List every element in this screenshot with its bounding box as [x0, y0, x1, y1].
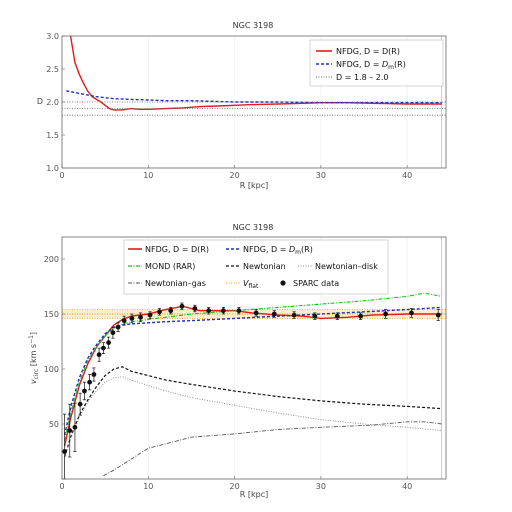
bottom-x-tick-label-0: 0: [59, 482, 64, 491]
sparc-point-19: [192, 306, 198, 311]
sparc-point-16: [157, 309, 162, 315]
bottom-legend-label-newtonian: Newtonian: [243, 262, 286, 271]
top-y-tick-label-2-0: 2.0: [46, 98, 59, 107]
bottom-legend-label-vflat: Vflat: [243, 279, 259, 290]
top-legend: NFDG, D = D(R) NFDG, D = Dm(R) D = 1.8 –…: [309, 39, 444, 87]
bottom-y-ticks: 50 100 150 200: [44, 255, 65, 429]
top-series-nfdg-d-d-m-r: [66, 90, 442, 104]
sparc-point-3: [77, 401, 83, 407]
bottom-legend-swatch-sparc: [280, 280, 286, 286]
top-y-tick-label-1-0: 1.0: [46, 164, 59, 173]
bottom-series-newtonian-disk: [64, 376, 442, 458]
bottom-series-group: [63, 292, 442, 477]
sparc-point-28: [358, 313, 363, 319]
sparc-point-25: [291, 312, 297, 318]
sparc-point-22: [236, 308, 242, 314]
bottom-series-newtonian-gas: [103, 421, 442, 477]
sparc-point-9: [106, 340, 111, 345]
top-x-ticks: 0 10 20 30 40: [59, 165, 412, 180]
top-x-tick-label-0: 0: [59, 171, 64, 180]
sparc-point-1: [67, 428, 73, 433]
bottom-series-mond-rar: [64, 292, 442, 441]
bottom-x-axis-label: R [kpc]: [240, 490, 268, 499]
bottom-series-newtonian: [64, 366, 442, 458]
vflat-band-group: [62, 309, 446, 319]
sparc-point-0: [62, 449, 67, 454]
sparc-point-2: [72, 424, 78, 430]
bottom-chart-title: NGC 3198: [233, 223, 274, 232]
bottom-x-tick-label-20: 20: [229, 482, 239, 491]
bottom-y-tick-label-200: 200: [44, 255, 59, 264]
sparc-point-7: [96, 352, 102, 358]
bottom-legend-label-sparc: SPARC data: [293, 279, 339, 288]
sparc-point-12: [121, 318, 127, 323]
sparc-point-17: [168, 308, 174, 314]
sparc-point-21: [220, 308, 226, 314]
bottom-legend-label-newtonian-gas: Newtonian–gas: [145, 279, 206, 288]
sparc-point-18: [179, 303, 185, 309]
bottom-series-nfdg-d-d-r: [63, 305, 442, 447]
bottom-plot-frame: [61, 236, 447, 480]
top-y-tick-label-2-5: 2.5: [46, 65, 59, 74]
sparc-point-6: [91, 372, 97, 377]
bottom-legend-box: [123, 239, 389, 295]
bottom-series-nfdg-d-d-m-r: [63, 306, 442, 436]
sparc-point-26: [312, 313, 318, 319]
sparc-point-30: [409, 310, 414, 316]
top-x-tick-label-40: 40: [402, 171, 412, 180]
sparc-point-13: [129, 316, 135, 321]
sparc-data-points: [62, 302, 441, 480]
bottom-x-tick-label-10: 10: [143, 482, 153, 491]
top-x-tick-label-20: 20: [229, 171, 239, 180]
sparc-point-27: [334, 313, 340, 319]
top-legend-box: [309, 39, 444, 87]
top-x-tick-label-10: 10: [143, 171, 153, 180]
panel-rotation-curve: NGC 3198 0 10 20 30 40 50 100 150 200 R [kpc] v…: [28, 223, 447, 499]
top-legend-label-d-of-r: NFDG, D = D(R): [336, 47, 400, 56]
sparc-point-29: [383, 311, 388, 317]
bottom-y-tick-label-100: 100: [44, 365, 59, 374]
sparc-point-15: [147, 312, 153, 318]
top-legend-label-dm-of-r: NFDG, D = Dm(R): [336, 60, 406, 71]
bottom-legend-label-mond: MOND (RAR): [145, 262, 195, 271]
top-y-tick-label-1-5: 1.5: [46, 131, 59, 140]
bottom-x-tick-label-40: 40: [402, 482, 412, 491]
top-x-tick-label-30: 30: [316, 171, 326, 180]
sparc-point-10: [110, 330, 116, 336]
sparc-point-20: [206, 308, 212, 314]
sparc-point-11: [115, 324, 121, 330]
sparc-point-5: [87, 379, 93, 385]
top-x-axis-label: R [kpc]: [240, 181, 268, 190]
bottom-legend-label-d-of-r: NFDG, D = D(R): [145, 245, 209, 254]
sparc-point-23: [253, 310, 259, 316]
bottom-x-tick-label-30: 30: [316, 482, 326, 491]
bottom-x-ticks: 0 10 20 30 40: [59, 476, 412, 491]
top-legend-label-d-range: D = 1.8 – 2.0: [336, 73, 388, 82]
top-y-tick-label-3-0: 3.0: [46, 32, 59, 41]
sparc-point-24: [271, 311, 277, 317]
vflat-uncertainty-band: [62, 309, 446, 319]
top-chart-title: NGC 3198: [233, 21, 274, 30]
panel-d-of-r: NGC 3198 0 10 20 30 40 1.0 1.5 2.0 2.5 3.0 R [kp…: [37, 21, 447, 190]
sparc-point-8: [101, 345, 106, 351]
sparc-point-31: [435, 312, 441, 318]
bottom-legend-label-dm-of-r: NFDG, D = Dm(R): [243, 245, 313, 256]
top-y-ticks: 1.0 1.5 2.0 2.5 3.0: [46, 32, 65, 173]
top-y-axis-label: D: [37, 97, 43, 106]
bottom-legend-label-newtonian-disk: Newtonian–disk: [315, 262, 378, 271]
bottom-y-tick-label-150: 150: [44, 310, 59, 319]
sparc-point-14: [138, 314, 143, 320]
top-series-group: [62, 35, 446, 116]
bottom-y-tick-label-50: 50: [49, 420, 59, 429]
bottom-y-axis-label: vcirc [km s−1]: [28, 332, 40, 384]
sparc-point-4: [82, 388, 87, 394]
bottom-legend: NFDG, D = D(R) NFDG, D = Dm(R) MOND (RAR…: [123, 239, 389, 295]
